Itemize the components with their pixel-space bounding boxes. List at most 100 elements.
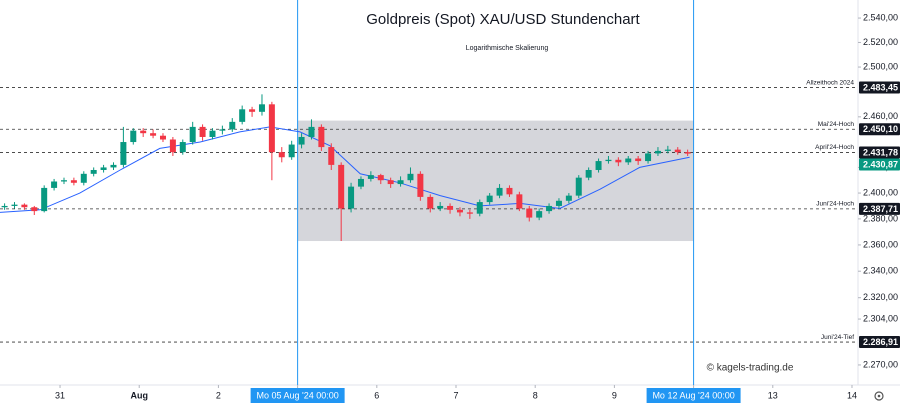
candle-body	[219, 129, 226, 131]
settings-gear[interactable]	[874, 391, 884, 401]
candle-body	[169, 139, 176, 153]
candle-body	[288, 144, 295, 158]
y-tick-label: 2.460,00	[863, 111, 898, 121]
candle-body	[654, 150, 661, 154]
candle-body	[159, 135, 166, 140]
candle-body	[476, 202, 483, 214]
candle-body	[486, 195, 493, 203]
price-box-label: 2.483,45	[863, 82, 898, 92]
candle-body	[427, 196, 434, 209]
candle-body	[546, 205, 553, 212]
settings-icon[interactable]	[874, 391, 884, 401]
candle-body	[298, 136, 305, 145]
price-box-label: 2.387,71	[863, 204, 898, 214]
candle-body	[110, 164, 117, 168]
candle-body	[249, 109, 256, 112]
candle-body	[377, 175, 384, 181]
x-tick-label: 6	[374, 390, 379, 400]
x-tick-label: 31	[55, 390, 65, 400]
candle-body	[90, 169, 97, 174]
candle-body	[150, 133, 157, 136]
candle-body	[140, 130, 147, 134]
candle-body	[189, 126, 196, 143]
candle-body	[645, 153, 652, 162]
candle-body	[674, 149, 681, 153]
chart-title: Goldpreis (Spot) XAU/USD Stundenchart	[366, 11, 640, 28]
candle-body	[209, 130, 216, 137]
candle-body	[496, 187, 503, 196]
candle-body	[100, 167, 107, 170]
y-tick-label: 2.380,00	[863, 213, 898, 223]
candle-body	[575, 177, 582, 196]
settings-gear-center[interactable]	[877, 394, 881, 398]
candle-body	[179, 142, 186, 153]
moving-average	[0, 126, 690, 213]
price-box	[859, 202, 900, 215]
level-name: April'24-Hoch	[815, 144, 854, 151]
candle-body	[11, 204, 18, 206]
x-tick-label: 8	[533, 390, 538, 400]
candle-body	[199, 126, 206, 137]
price-box	[859, 81, 900, 94]
candle-body	[565, 195, 572, 201]
candle-body	[555, 200, 562, 206]
candle-body	[635, 158, 642, 162]
candle-body	[407, 173, 414, 181]
candle-body	[536, 211, 543, 218]
price-box-label: 2.430,87	[863, 159, 898, 169]
candle-body	[268, 104, 275, 153]
x-tick-label: 9	[612, 390, 617, 400]
y-tick-label: 2.500,00	[863, 61, 898, 71]
candle-body	[615, 159, 622, 163]
y-tick-label: 2.540,00	[863, 12, 898, 22]
candle-body	[229, 121, 236, 130]
x-tick-label: 7	[453, 390, 458, 400]
candle-body	[605, 159, 612, 162]
chart-subtitle: Logarithmische Skalierung	[466, 45, 549, 52]
candle-body	[318, 126, 325, 148]
candle-body	[417, 173, 424, 197]
candle-body	[437, 205, 444, 209]
candle-body	[447, 205, 454, 210]
candle-body	[1, 205, 8, 208]
plot: 2.540,002.520,002.500,002.460,002.420,00…	[0, 0, 900, 388]
candle-body	[387, 180, 394, 185]
level-name: Allzeithoch 2024	[806, 79, 854, 86]
x-highlight-box	[646, 388, 741, 403]
candle-body	[367, 175, 374, 179]
candle-body	[506, 187, 513, 195]
y-tick-label: 2.304,00	[863, 313, 898, 323]
price-box-label: 2.286,91	[863, 337, 898, 347]
candle-body	[338, 164, 345, 209]
candle-body	[21, 204, 28, 208]
candle-body	[258, 104, 265, 112]
x-tick-label: Aug	[130, 390, 148, 400]
x-tick-label: Mo 12 Aug '24 00:00	[652, 390, 734, 400]
candle-body	[585, 169, 592, 178]
watermark: © kagels-trading.de	[707, 363, 794, 374]
candle-body	[308, 126, 315, 137]
candle-body	[397, 180, 404, 185]
candle-body	[357, 178, 364, 187]
candle-body	[70, 180, 77, 183]
candle-body	[80, 173, 87, 183]
x-tick-label: 2	[216, 390, 221, 400]
candle-body	[41, 187, 48, 212]
x-tick-label: 13	[768, 390, 778, 400]
candle-body	[130, 130, 137, 143]
price-box	[859, 336, 900, 349]
price-box-label: 2.450,10	[863, 124, 898, 134]
y-tick-label: 2.400,00	[863, 187, 898, 197]
candle-body	[516, 194, 523, 209]
candle-body	[625, 158, 632, 163]
y-tick-label: 2.320,00	[863, 292, 898, 302]
y-tick-label: 2.520,00	[863, 37, 898, 47]
x-tick-label: 14	[847, 390, 857, 400]
y-tick-label: 2.340,00	[863, 266, 898, 276]
y-tick-label: 2.270,00	[863, 359, 898, 369]
candle-body	[239, 109, 246, 122]
candle-body	[51, 181, 58, 188]
candle-body	[466, 212, 473, 214]
price-box-label: 2.431,78	[863, 147, 898, 157]
